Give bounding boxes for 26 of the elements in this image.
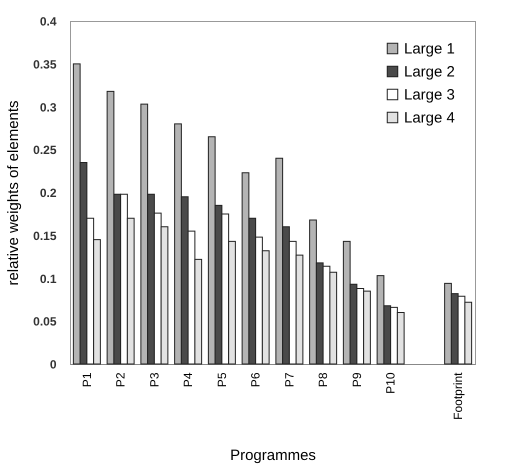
y-tick-label: 0.1: [40, 272, 57, 286]
x-tick-label: P3: [147, 372, 162, 388]
legend-label: Large 2: [404, 64, 455, 80]
y-tick-label: 0: [50, 358, 57, 372]
x-tick-label: P1: [80, 372, 94, 388]
legend-label: Large 1: [404, 40, 455, 58]
legend-label: Large 4: [404, 110, 455, 126]
x-tick-label: P10: [384, 372, 398, 394]
x-tick-label: P9: [350, 372, 364, 388]
y-axis-title: relative weights of elements: [5, 100, 22, 286]
y-tick-label: 0.3: [40, 100, 57, 114]
y-tick-label: 0.05: [33, 314, 57, 329]
legend-label: Large 3: [404, 86, 455, 104]
x-tick-label: P5: [214, 372, 229, 388]
x-tick-label: Footprint: [451, 372, 466, 420]
y-tick-label: 0.4: [40, 14, 57, 28]
x-tick-label: P2: [114, 372, 128, 388]
y-tick-label: 0.35: [33, 57, 57, 72]
y-tick-label: 0.15: [33, 228, 57, 243]
x-tick-label: P7: [282, 372, 296, 388]
x-tick-label: P8: [316, 372, 330, 388]
y-tick-label: 0.2: [40, 186, 57, 200]
x-tick-label: P6: [248, 372, 263, 388]
y-tick-label: 0.25: [33, 143, 57, 158]
x-axis-title: Programmes: [230, 446, 316, 464]
x-tick-label: P4: [181, 372, 196, 388]
